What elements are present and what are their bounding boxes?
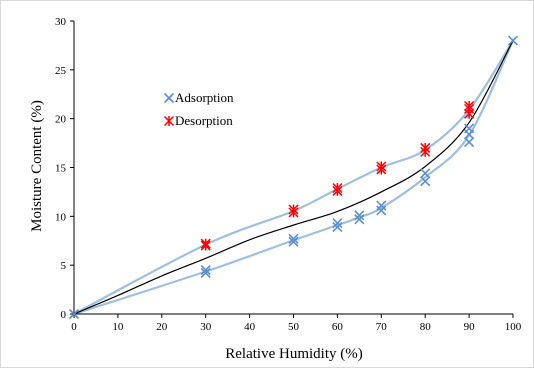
x-tick-label: 30 [200,321,212,333]
x-tick-label: 90 [464,321,476,333]
adsorption-point [376,200,387,211]
y-tick-label: 20 [55,114,67,126]
desorption-fit-curve [73,39,514,315]
x-tick-label: 100 [505,321,522,333]
y-axis-title: Moisture Content (%) [29,100,45,232]
legend-asterisk-marker [163,115,175,127]
desorption-point [464,100,475,112]
x-tick-label: 60 [332,321,344,333]
average-fit-curve [73,40,514,315]
adsorption-point [288,233,299,244]
adsorption-point [507,35,519,46]
y-tick-label: 10 [55,211,67,223]
x-tick-label: 50 [288,321,300,333]
x-tick-label: 80 [420,321,432,333]
fit-curves [73,39,514,316]
axes [73,21,513,315]
tick-labels: 0 10 20 30 40 50 60 70 80 90 100 0 5 10 15 20 25 30 [55,16,522,333]
legend-marker-adsorption [163,92,175,104]
legend: Adsorption Desorption [163,90,234,128]
x-tick-label: 0 [71,321,77,333]
y-tick-label: 30 [55,16,67,28]
x-tick-label: 70 [376,321,388,333]
legend-marker-desorption [163,115,175,127]
adsorption-fit-curve [73,40,514,316]
x-tick-label: 40 [244,321,256,333]
legend-x-marker [163,92,175,104]
data-points [68,35,519,320]
y-tick-label: 5 [61,260,67,272]
adsorption-point [288,236,299,247]
desorption-point [288,204,299,215]
adsorption-point [464,123,475,134]
adsorption-point [332,218,343,229]
adsorption-point [200,267,211,279]
x-tick-label: 10 [112,321,124,333]
adsorption-point [332,222,343,233]
adsorption-point [354,210,365,221]
desorption-point [332,182,343,194]
adsorption-point [354,214,365,225]
x-tick-label: 20 [156,321,168,333]
adsorption-point [420,168,431,179]
desorption-point [376,161,387,172]
desorption-point [200,238,211,249]
y-tick-label: 15 [55,163,67,175]
x-axis-title: Relative Humidity (%) [225,346,362,362]
y-tick-label: 25 [55,65,67,77]
legend-label-adsorption: Adsorption [175,90,234,105]
desorption-point [420,142,431,153]
adsorption-point [464,137,475,148]
adsorption-point [68,308,80,320]
adsorption-point [200,264,211,276]
y-tick-label: 0 [61,309,67,321]
adsorption-point [420,176,431,187]
legend-label-desorption: Desorption [175,113,233,128]
